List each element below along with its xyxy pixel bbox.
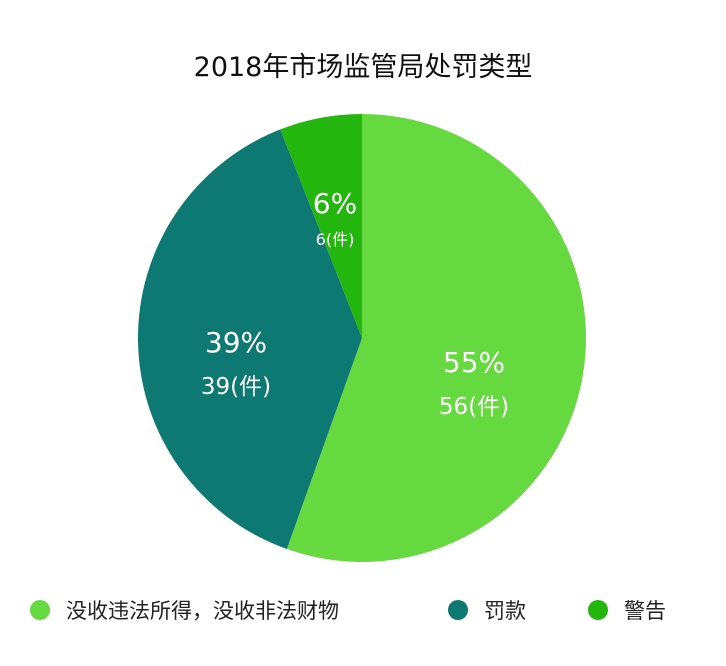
legend-label-fine: 罚款 — [484, 599, 526, 623]
legend: 没收违法所得，没收非法财物 罚款 警告 — [0, 590, 726, 630]
slice-percent-label-fine: 39% — [205, 326, 267, 359]
slice-count-label-fine: 39(件) — [201, 374, 271, 400]
slice-count-label-confiscation: 56(件) — [439, 394, 509, 420]
legend-label-warning: 警告 — [624, 599, 666, 623]
legend-item-confiscation[interactable]: 没收违法所得，没收非法财物 — [30, 590, 339, 630]
pie-slices — [137, 113, 586, 562]
legend-item-warning[interactable]: 警告 — [588, 590, 666, 630]
slice-count-label-warning: 6(件) — [316, 230, 355, 249]
legend-item-fine[interactable]: 罚款 — [448, 590, 526, 630]
slice-percent-label-confiscation: 55% — [443, 346, 505, 379]
pie-slice-warning[interactable] — [280, 113, 362, 338]
legend-label-confiscation: 没收违法所得，没收非法财物 — [66, 599, 339, 623]
legend-swatch-confiscation — [30, 600, 50, 620]
slice-percent-label-warning: 6% — [313, 187, 357, 220]
chart-title: 2018年市场监管局处罚类型 — [194, 52, 533, 83]
legend-swatch-fine — [448, 600, 468, 620]
pie-labels: 55% 56(件) 39% 39(件) 6% 6(件) — [201, 187, 509, 420]
legend-swatch-warning — [588, 600, 608, 620]
pie-slice-fine[interactable] — [137, 129, 362, 550]
pie-slice-confiscation[interactable] — [286, 114, 586, 562]
